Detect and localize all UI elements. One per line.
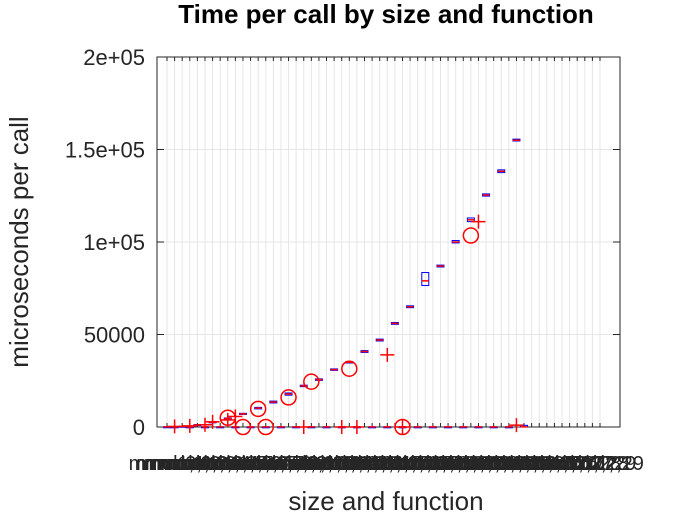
outlier-plus	[509, 418, 524, 433]
x-tick-label: mmul1,8	[235, 453, 312, 475]
boxes	[163, 138, 529, 429]
x-tick-label: mmul1,7	[220, 453, 297, 475]
x-tick-label: mmul1,25	[488, 453, 576, 475]
x-tick-label: mmul2,21	[435, 453, 523, 475]
x-tick-label: mmul2,7	[227, 453, 304, 475]
x-tick-label: mmul1,23	[457, 453, 545, 475]
x-tick-label: mmul2,20	[419, 453, 507, 475]
x-tick-label: mmul1,4	[174, 453, 251, 475]
outlier-plus	[296, 420, 311, 434]
outlier-plus	[471, 214, 486, 229]
x-tick-label: mmul2,17	[374, 453, 462, 475]
outlier-circle	[249, 400, 267, 418]
outlier-plus	[395, 420, 410, 434]
x-tick-label: mmul2,3	[167, 453, 244, 475]
x-tick-label: mmul1,27	[518, 453, 606, 475]
x-tick-label: mmul1,18	[381, 453, 469, 475]
x-tick-label: mmul2,8	[243, 453, 320, 475]
outlier-circle	[303, 373, 320, 390]
outlier-plus	[182, 418, 197, 433]
x-tick-label: mmul1,2	[144, 453, 221, 475]
outlier-circle	[257, 418, 275, 436]
x-tick-label: mmul1,22	[442, 453, 530, 475]
outlier-circle	[394, 418, 411, 436]
y-axis-label: microseconds per call	[4, 116, 34, 367]
outlier-plus	[380, 347, 395, 362]
x-tick-label: mmul1,28	[533, 453, 621, 475]
x-tick-label: mmul2,5	[197, 453, 274, 475]
x-tick-label: mmul1,9	[250, 453, 327, 475]
y-tick-label: 2e+05	[83, 45, 145, 70]
x-tick-label: mmul1,3	[159, 453, 236, 475]
y-tick-label: 0	[133, 415, 145, 440]
x-tick-label: mmul1,14	[321, 453, 409, 475]
x-tick-label: mmul2,14	[328, 453, 416, 475]
x-tick-label: mmul2,27	[526, 453, 614, 475]
x-tick-label: mmul2,28	[541, 453, 629, 475]
x-axis: mmul1,1mmul2,1mmul1,2mmul2,2mmul1,3mmul2…	[129, 57, 644, 475]
y-tick-label: 1e+05	[83, 230, 145, 255]
x-tick-label: mmul2,15	[343, 453, 431, 475]
x-tick-label: mmul2,24	[480, 453, 568, 475]
x-axis-label: size and function	[288, 486, 483, 513]
outlier-circle	[234, 418, 252, 436]
x-tick-label: mmul2,6	[212, 453, 289, 475]
x-tick-label: mmul1,17	[366, 453, 454, 475]
x-tick-label: mmul1,6	[205, 453, 282, 475]
x-tick-label: mmul2,12	[298, 453, 386, 475]
x-tick-label: mmul1,26	[503, 453, 591, 475]
x-tick-label: mmul1,13	[305, 453, 393, 475]
x-tick-label: mmul1,24	[473, 453, 561, 475]
outliers	[167, 214, 524, 436]
outlier-circle	[462, 227, 480, 244]
grid-lines	[157, 56, 620, 428]
x-tick-label: mmul1,5	[189, 453, 266, 475]
x-tick-label: mmul1,15	[336, 453, 424, 475]
x-tick-label: mmul2,1	[136, 453, 213, 475]
x-tick-label: mmul1,1	[129, 453, 206, 475]
outlier-circle	[280, 389, 297, 406]
outlier-plus	[334, 420, 349, 434]
x-tick-label: mmul2,18	[389, 453, 477, 475]
x-tick-label: mmul1,19	[397, 453, 485, 475]
x-tick-label: mmul1,10	[260, 453, 348, 475]
x-tick-label: mmul1,12	[290, 453, 378, 475]
outlier-plus	[228, 409, 243, 424]
x-tick-label: mmul1,21	[427, 453, 515, 475]
x-tick-label: mmul2,23	[465, 453, 553, 475]
outlier-plus	[167, 419, 182, 434]
x-tick-label: mmul2,13	[313, 453, 401, 475]
x-tick-label: mmul1,20	[412, 453, 500, 475]
x-tick-label: mmul1,16	[351, 453, 439, 475]
x-tick-label: mmul2,9	[258, 453, 335, 475]
outlier-plus	[205, 414, 220, 429]
x-tick-label: mmul1,29	[548, 453, 636, 475]
chart-title: Time per call by size and function	[178, 0, 594, 29]
outlier-circle	[341, 360, 358, 377]
outlier-plus	[197, 417, 212, 432]
x-tick-label: mmul2,4	[182, 453, 259, 475]
x-tick-label: mmul2,16	[359, 453, 447, 475]
x-tick-label: mmul2,26	[511, 453, 599, 475]
y-tick-label: 50000	[84, 323, 145, 348]
x-tick-label: mmul2,2	[151, 453, 228, 475]
y-tick-label: 1.5e+05	[65, 138, 145, 163]
x-tick-label: mmul2,11	[283, 453, 369, 475]
x-tick-label: mmul2,22	[450, 453, 538, 475]
x-tick-label: mmul2,19	[404, 453, 492, 475]
y-axis: 0 50000 1e+05 1.5e+05 2e+05	[65, 45, 620, 440]
x-tick-label: mmul1,11	[276, 453, 362, 475]
x-tick-label: mmul2,25	[495, 453, 583, 475]
x-tick-label: mmul2,10	[267, 453, 355, 475]
box	[421, 272, 430, 286]
outlier-plus	[349, 420, 364, 434]
x-tick-label: mmul2,29	[556, 453, 644, 475]
